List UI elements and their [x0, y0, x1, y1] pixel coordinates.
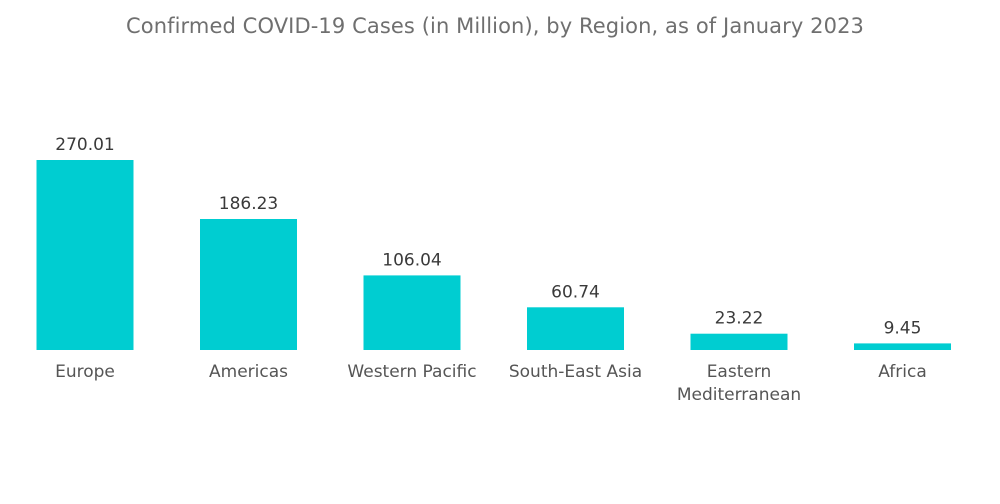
bar-eastern-mediterranean [690, 333, 788, 350]
x-tick-label: Eastern [707, 362, 772, 382]
x-tick-label: Europe [55, 362, 115, 382]
bar-americas [200, 219, 297, 350]
x-tick-label: South-East Asia [509, 362, 642, 382]
bar-europe [36, 160, 134, 350]
x-tick-label: Mediterranean [677, 385, 801, 405]
value-label: 60.74 [551, 282, 600, 302]
value-label: 270.01 [55, 135, 114, 155]
value-label: 9.45 [884, 318, 922, 338]
bar-africa [854, 343, 951, 350]
bar-western-pacific [363, 275, 461, 350]
x-tick-label: Africa [878, 362, 927, 382]
x-tick-label: Western Pacific [347, 362, 476, 382]
x-tick-label: Americas [209, 362, 288, 382]
value-label: 106.04 [382, 250, 441, 270]
bar-south-east-asia [527, 307, 624, 350]
value-label: 186.23 [219, 194, 278, 214]
chart-title: Confirmed COVID-19 Cases (in Million), b… [125, 14, 864, 38]
value-label: 23.22 [715, 309, 764, 329]
